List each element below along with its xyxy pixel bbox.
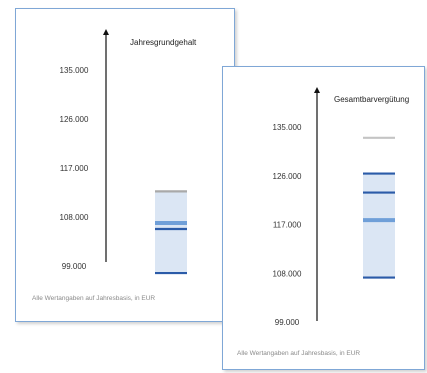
y-axis-arrow-icon bbox=[314, 87, 320, 93]
chart-title: Jahresgrundgehalt bbox=[130, 38, 197, 47]
chart-plot: 135.000 126.000 117.000 108.000 99.000 bbox=[273, 87, 395, 327]
y-tick-label: 99.000 bbox=[62, 262, 87, 271]
chart-plot: 135.000 126.000 117.000 108.000 99.000 bbox=[60, 29, 187, 275]
y-axis-arrow-icon bbox=[103, 29, 109, 35]
y-tick-label: 108.000 bbox=[60, 213, 89, 222]
y-tick-label: 126.000 bbox=[273, 172, 302, 181]
chart-footnote: Alle Wertangaben auf Jahresbasis, in EUR bbox=[237, 350, 361, 357]
chart-footnote: Alle Wertangaben auf Jahresbasis, in EUR bbox=[32, 295, 156, 302]
range-band bbox=[363, 173, 395, 278]
y-tick-label: 126.000 bbox=[60, 115, 89, 124]
y-tick-label: 99.000 bbox=[275, 318, 300, 327]
y-tick-label: 117.000 bbox=[273, 221, 302, 230]
chart-card-gesamtbarverguetung: 135.000 126.000 117.000 108.000 99.000 Gesam… bbox=[222, 66, 425, 370]
y-tick-label: 135.000 bbox=[273, 123, 302, 132]
y-tick-label: 108.000 bbox=[273, 269, 302, 278]
chart-title: Gesamtbarvergütung bbox=[334, 95, 410, 104]
range-band bbox=[155, 191, 187, 274]
y-tick-label: 135.000 bbox=[60, 66, 89, 75]
y-tick-label: 117.000 bbox=[60, 164, 89, 173]
chart-card-jahresgrundgehalt: 135.000 126.000 117.000 108.000 99.000 Jahre… bbox=[15, 8, 235, 322]
